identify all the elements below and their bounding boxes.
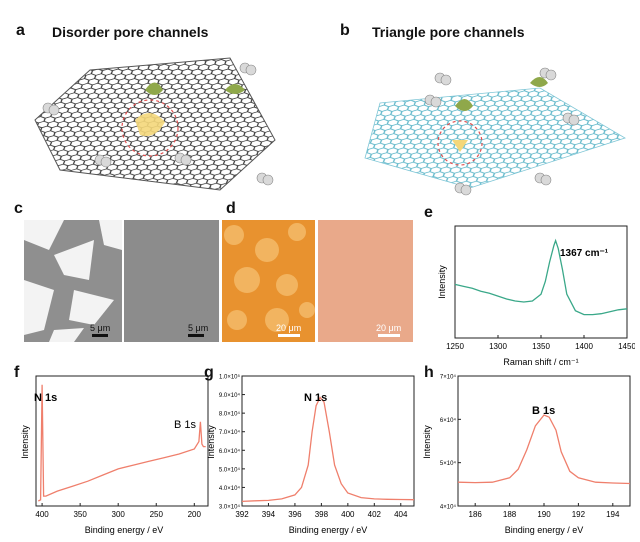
chart-f-ylabel: Intensity <box>20 425 30 459</box>
chart-g-series-line <box>241 396 415 503</box>
chart-g-ylabel: Intensity <box>206 425 216 459</box>
chart-h: 186 188 190 192 194 4×10⁴ 5×10⁴ 6×10⁴ 7×10⁴ B 1… <box>422 374 631 535</box>
chart-g-xtick-label: 404 <box>394 510 408 519</box>
chart-g-ytick-label: 3.0×10⁴ <box>219 504 241 511</box>
chart-h-xlabel: Binding energy / eV <box>505 525 584 535</box>
scale-label: 5 μm <box>90 323 111 333</box>
chart-e-ylabel: Intensity <box>437 265 447 299</box>
arrow-green <box>145 82 163 95</box>
scale-label: 5 μm <box>188 323 209 333</box>
hbn-illustration <box>364 67 626 196</box>
chart-e-xtick-label: 1250 <box>446 342 464 351</box>
chart-f-xtick-label: 250 <box>150 510 164 519</box>
chart-g-ytick-label: 1.0×10⁵ <box>219 374 241 381</box>
chart-e-xtick-label: 1300 <box>489 342 507 351</box>
chart-g-ytick-label: 5.0×10⁴ <box>219 466 241 473</box>
chart-f-frame <box>35 375 209 507</box>
chart-e-xtick-label: 1350 <box>532 342 550 351</box>
chart-g: 392 394 396 398 400 402 404 3.0×10⁴ 4.0×10⁴ 5.0×… <box>206 374 415 535</box>
chart-h-xtick-label: 190 <box>537 510 551 519</box>
chart-g-xtick-label: 396 <box>288 510 302 519</box>
optical-image-left: 20 μm <box>222 220 315 342</box>
chart-h-ytick-label: 7×10⁴ <box>440 374 457 381</box>
scale-label: 20 μm <box>276 323 302 333</box>
chart-f-series-line <box>37 384 206 502</box>
chart-e: 1250 1300 1350 1400 1450 1367 cm⁻¹ Raman shi… <box>437 225 635 367</box>
optical-image-right: 20 μm <box>318 220 413 342</box>
chart-f-xlabel: Binding energy / eV <box>85 525 164 535</box>
sem-image-left: 5 μm <box>24 220 122 342</box>
chart-g-ytick-label: 8.0×10⁴ <box>219 411 241 418</box>
chart-g-frame <box>241 375 415 507</box>
chart-f-xtick-label: 200 <box>188 510 202 519</box>
chart-h-annotation: B 1s <box>532 405 555 417</box>
chart-h-xtick-label: 194 <box>606 510 620 519</box>
chart-f-annotation-n: N 1s <box>34 392 57 404</box>
chart-e-xlabel: Raman shift / cm⁻¹ <box>503 357 578 367</box>
chart-h-ytick-label: 6×10⁴ <box>440 417 457 424</box>
graphene-illustration <box>34 57 276 191</box>
chart-g-annotation: N 1s <box>304 392 327 404</box>
chart-g-xtick-label: 402 <box>368 510 382 519</box>
panel-b-label: b <box>340 22 350 39</box>
panel-a-title: Disorder pore channels <box>52 24 209 40</box>
chart-h-ylabel: Intensity <box>422 425 432 459</box>
chart-h-xtick-label: 186 <box>469 510 483 519</box>
chart-f-annotation-b: B 1s <box>174 419 197 431</box>
arrow-green-2 <box>225 84 245 94</box>
chart-e-series-line <box>454 238 628 316</box>
chart-h-ytick-label: 4×10⁴ <box>440 504 457 511</box>
chart-g-xtick-label: 392 <box>235 510 249 519</box>
chart-g-ytick-label: 7.0×10⁴ <box>219 429 241 436</box>
chart-g-xlabel: Binding energy / eV <box>289 525 368 535</box>
chart-f-xtick-label: 300 <box>112 510 126 519</box>
scale-label: 20 μm <box>376 323 402 333</box>
panel-h-label: h <box>424 364 434 381</box>
chart-g-xtick-label: 394 <box>262 510 276 519</box>
chart-h-series-line <box>457 414 631 485</box>
chart-f-xtick-label: 350 <box>73 510 87 519</box>
panel-g-label: g <box>204 364 214 381</box>
panel-a-label: a <box>16 22 25 39</box>
chart-g-ytick-label: 9.0×10⁴ <box>219 392 241 399</box>
chart-f-xtick-label: 400 <box>35 510 49 519</box>
pore-highlight <box>135 112 165 137</box>
panel-c-label: c <box>14 200 23 217</box>
highlight-circle <box>121 99 179 157</box>
panel-b-title: Triangle pore channels <box>372 24 525 40</box>
panel-f-label: f <box>14 364 20 381</box>
chart-h-frame <box>457 375 631 507</box>
hydrogen-molecules-b <box>424 67 580 196</box>
chart-e-annotation: 1367 cm⁻¹ <box>560 248 609 259</box>
chart-h-xtick-label: 188 <box>503 510 517 519</box>
chart-f: 400 350 300 250 200 N 1s B 1s Binding energy… <box>20 375 209 535</box>
hydrogen-molecules <box>42 62 274 186</box>
sem-image-right: 5 μm <box>124 220 219 342</box>
chart-h-xtick-label: 192 <box>572 510 586 519</box>
chart-e-frame <box>454 225 628 339</box>
chart-g-xtick-label: 400 <box>341 510 355 519</box>
chart-h-ytick-label: 5×10⁴ <box>440 460 457 467</box>
panel-d-label: d <box>226 200 236 217</box>
chart-e-xtick-label: 1400 <box>575 342 593 351</box>
chart-g-xtick-label: 398 <box>315 510 329 519</box>
chart-e-xtick-label: 1450 <box>618 342 635 351</box>
panel-e-label: e <box>424 204 433 221</box>
chart-g-ytick-label: 4.0×10⁴ <box>219 485 241 492</box>
chart-g-ytick-label: 6.0×10⁴ <box>219 448 241 455</box>
